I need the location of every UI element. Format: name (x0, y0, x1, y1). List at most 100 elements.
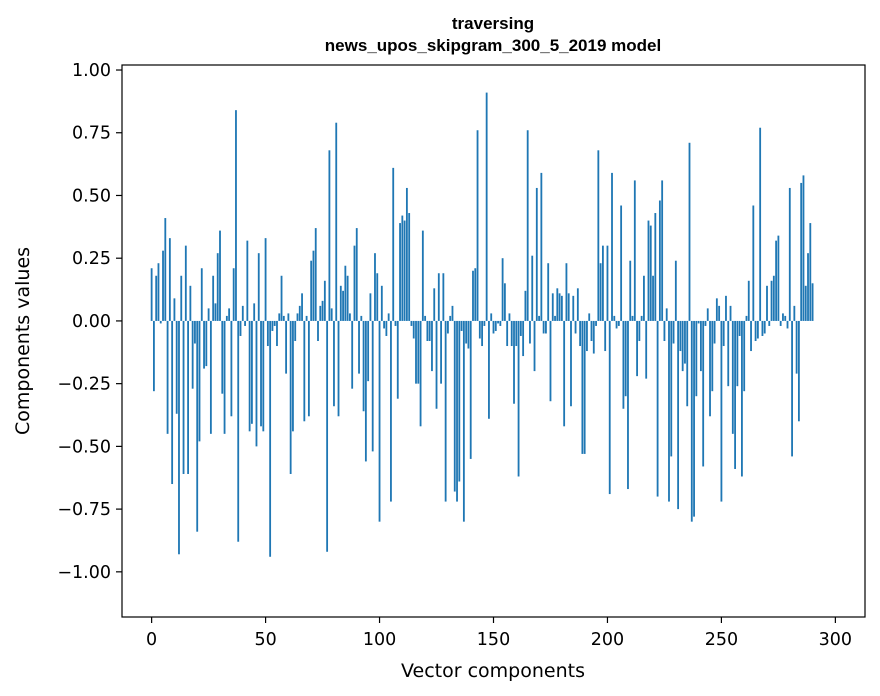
bar (775, 240, 778, 321)
y-tick-label: 0.25 (72, 249, 111, 269)
bar (221, 320, 224, 394)
bar (661, 180, 664, 321)
bar (497, 320, 499, 324)
bar (556, 288, 559, 321)
bar (280, 275, 283, 321)
y-tick-label: −0.75 (57, 500, 111, 520)
bar (750, 320, 752, 352)
x-tick-label: 50 (254, 630, 276, 650)
bar (166, 320, 169, 434)
bar (369, 293, 372, 321)
bar (474, 268, 477, 321)
bar (643, 275, 645, 321)
bar (624, 320, 627, 397)
bar (362, 320, 365, 412)
bar (437, 273, 440, 321)
bar (424, 315, 427, 321)
bar (583, 320, 586, 454)
bar (745, 315, 748, 321)
bar (358, 320, 360, 374)
bar (503, 283, 506, 321)
bar (549, 320, 552, 402)
bar (570, 320, 572, 407)
bar (207, 308, 210, 321)
bar (164, 218, 167, 321)
bar (262, 320, 265, 432)
bar (417, 320, 420, 384)
bar (453, 320, 456, 492)
bar (159, 320, 162, 324)
bar (804, 285, 807, 321)
bar (351, 320, 354, 389)
bar (323, 280, 326, 321)
bar (709, 320, 711, 417)
bar (791, 320, 793, 457)
y-axis-ticks: 1.00 0.75 0.50 0.25 0.00 −0.25 −0.50 −0.75 −1.00 (57, 61, 122, 583)
y-tick-label: −1.00 (57, 563, 111, 583)
bar (469, 320, 472, 459)
x-tick-label: 250 (705, 630, 738, 650)
bar (620, 205, 623, 321)
bar (526, 130, 529, 321)
bar (257, 253, 260, 321)
chart-title-line-1: traversing (452, 14, 534, 33)
bar (706, 308, 709, 321)
bar (410, 320, 413, 326)
bar (672, 320, 675, 344)
bar (483, 320, 486, 326)
bar (713, 320, 716, 344)
bar (560, 295, 563, 321)
bar (535, 187, 538, 321)
bar (333, 320, 335, 407)
bar (695, 320, 698, 397)
bar (809, 223, 812, 321)
bar (581, 320, 584, 454)
bar (513, 320, 515, 404)
bar (360, 315, 363, 321)
bar (330, 308, 333, 321)
bar (264, 238, 267, 321)
bar (476, 130, 479, 321)
bar (565, 263, 568, 321)
bar (319, 305, 322, 321)
bar (522, 320, 525, 357)
bar (649, 225, 652, 321)
bar (793, 305, 796, 321)
bar (225, 315, 228, 321)
bar (155, 275, 158, 321)
bar (711, 320, 714, 392)
bar (326, 320, 329, 552)
bar (364, 320, 367, 462)
bar (194, 320, 196, 344)
bar (337, 320, 340, 417)
bar (629, 260, 632, 321)
bar (533, 320, 536, 372)
bar (241, 305, 244, 321)
bar (506, 320, 509, 347)
bar (310, 260, 313, 321)
bar (752, 205, 755, 321)
bar (631, 315, 634, 321)
bar (189, 285, 192, 321)
bar (693, 320, 695, 517)
bar (567, 293, 570, 321)
bar (729, 305, 732, 321)
bar (638, 320, 641, 341)
bar (800, 182, 803, 321)
bar (278, 313, 281, 321)
bar (390, 320, 392, 502)
bar (376, 273, 379, 321)
bar (615, 320, 618, 329)
bar (328, 150, 331, 321)
bar (797, 320, 800, 422)
bar (617, 320, 620, 326)
bar (253, 303, 256, 321)
bar (494, 320, 497, 331)
bar (770, 280, 773, 321)
bar (756, 320, 759, 339)
bar (501, 258, 504, 321)
bar (405, 187, 408, 321)
bar (731, 320, 734, 434)
bar (647, 220, 650, 321)
bar (519, 320, 522, 336)
